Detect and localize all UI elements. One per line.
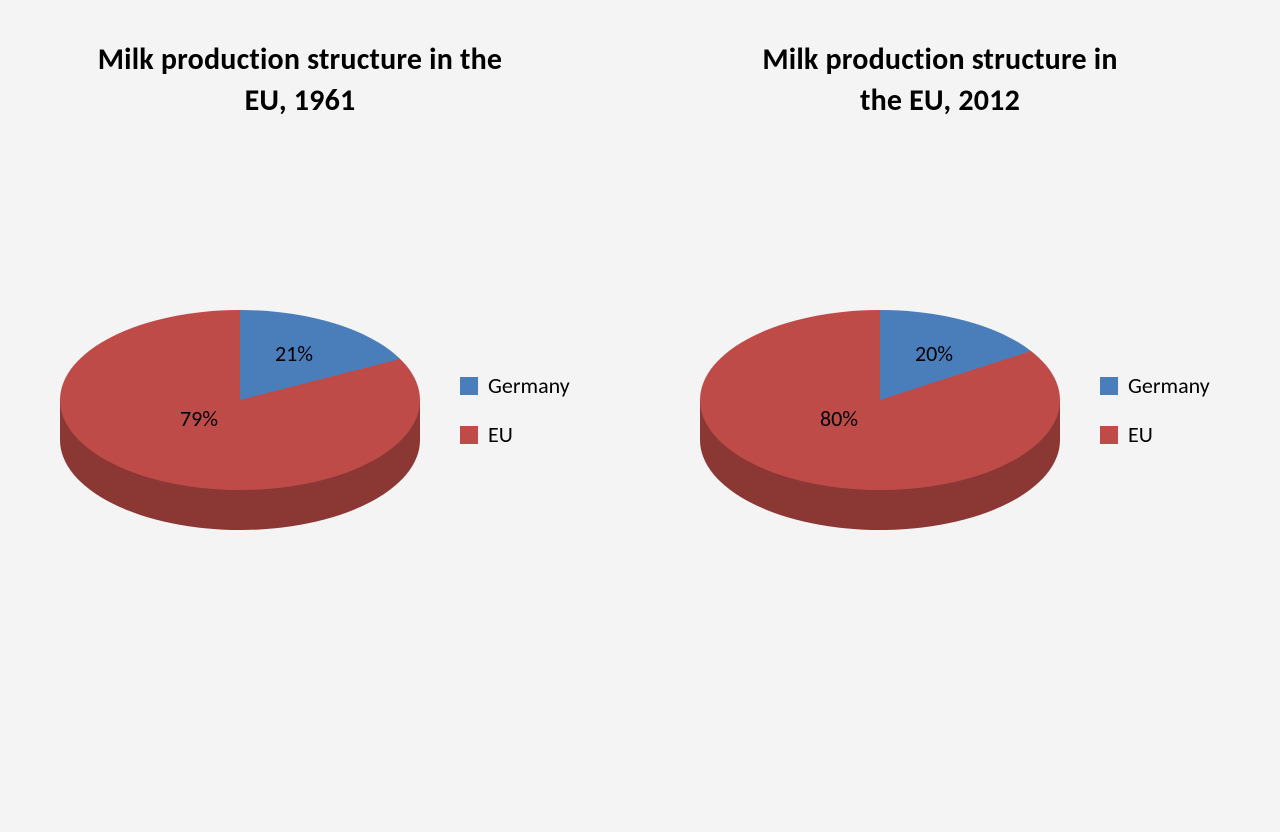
pie-label-germany: 20% [915, 340, 953, 367]
figure: Milk production structure in the EU, 196… [0, 0, 1280, 832]
legend-2012: Germany EU [1100, 350, 1210, 470]
legend-item-germany: Germany [1100, 372, 1210, 399]
pie-slice-germany [700, 310, 1060, 490]
pie-chart-2012: 20% 80% [700, 310, 1060, 570]
legend-label: Germany [1128, 372, 1210, 399]
legend-swatch-icon [460, 426, 478, 444]
legend-swatch-icon [460, 377, 478, 395]
legend-swatch-icon [1100, 426, 1118, 444]
pie-label-eu: 79% [180, 405, 218, 432]
legend-label: EU [1128, 421, 1153, 448]
chart-title-2012: Milk production structure in the EU, 201… [640, 40, 1240, 121]
legend-swatch-icon [1100, 377, 1118, 395]
chart-title-1961: Milk production structure in the EU, 196… [0, 40, 600, 121]
chart-panel-2012: Milk production structure in the EU, 201… [640, 0, 1280, 832]
pie-label-eu: 80% [820, 405, 858, 432]
title-line: EU, 1961 [245, 82, 356, 119]
title-line: the EU, 2012 [860, 82, 1020, 119]
pie-top-face [60, 310, 420, 490]
legend-item-eu: EU [460, 421, 570, 448]
pie-slice-germany [60, 310, 420, 490]
legend-item-germany: Germany [460, 372, 570, 399]
legend-label: EU [488, 421, 513, 448]
pie-label-germany: 21% [275, 340, 313, 367]
pie-chart-1961: 21% 79% [60, 310, 420, 570]
chart-panel-1961: Milk production structure in the EU, 196… [0, 0, 640, 832]
title-line: Milk production structure in the [98, 41, 503, 78]
title-line: Milk production structure in [762, 41, 1117, 78]
legend-1961: Germany EU [460, 350, 570, 470]
pie-top-face [700, 310, 1060, 490]
legend-label: Germany [488, 372, 570, 399]
legend-item-eu: EU [1100, 421, 1210, 448]
